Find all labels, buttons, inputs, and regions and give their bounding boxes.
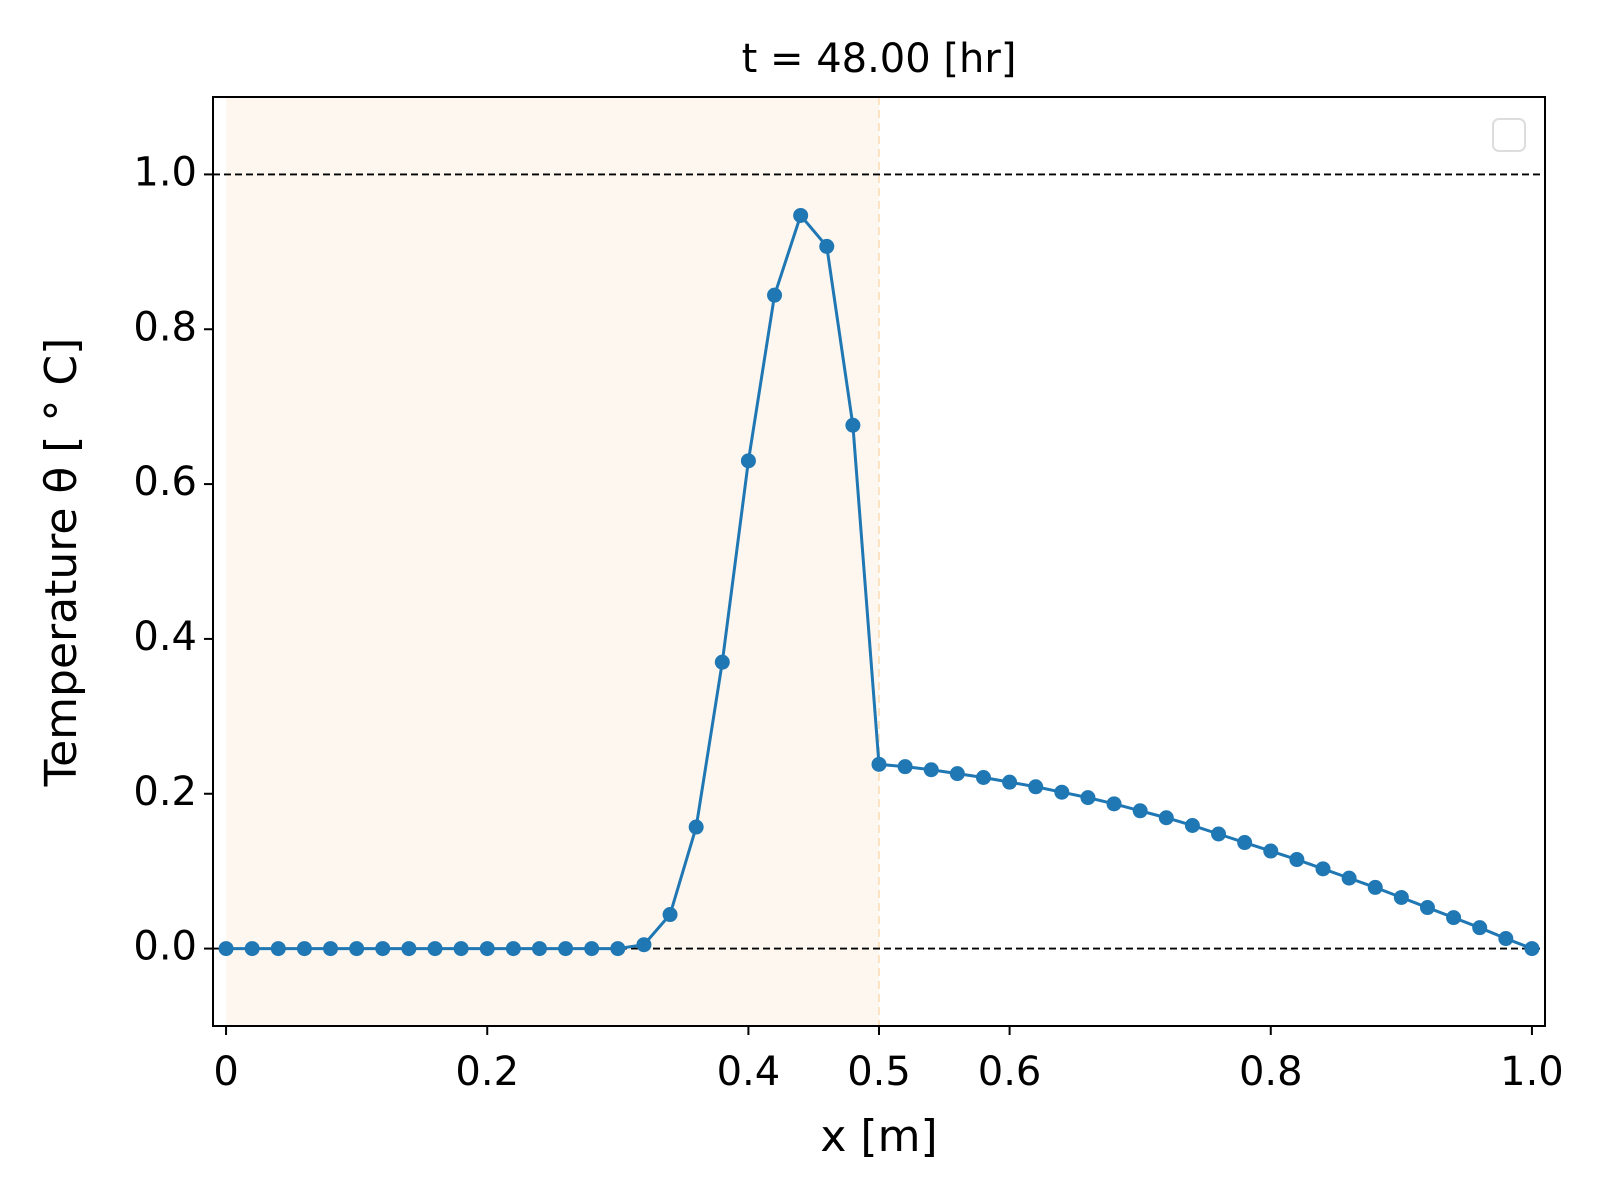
- data-point: [923, 762, 939, 778]
- data-point: [1498, 931, 1514, 947]
- data-point: [1393, 889, 1409, 905]
- data-point: [349, 941, 365, 957]
- data-point: [479, 941, 495, 957]
- data-point: [688, 819, 704, 835]
- chart-title: t = 48.00 [hr]: [742, 36, 1017, 82]
- data-point: [1524, 941, 1540, 957]
- data-point: [1211, 826, 1227, 842]
- y-tick-label: 0.6: [133, 459, 197, 505]
- data-point: [244, 941, 260, 957]
- data-point: [1263, 843, 1279, 859]
- data-point: [323, 941, 339, 957]
- data-point: [1054, 784, 1070, 800]
- data-point: [949, 766, 965, 782]
- data-point: [1472, 920, 1488, 936]
- shaded-region: [226, 97, 879, 1026]
- data-point: [1132, 803, 1148, 819]
- data-point: [845, 417, 861, 433]
- y-tick-label: 0.4: [133, 614, 197, 660]
- y-tick-label: 0.2: [133, 769, 197, 815]
- x-tick-label: 1.0: [1500, 1049, 1564, 1095]
- data-point: [662, 907, 678, 923]
- y-tick-label: 1.0: [133, 149, 197, 195]
- legend-box: [1492, 118, 1526, 152]
- data-point: [1419, 900, 1435, 916]
- data-point: [1315, 861, 1331, 877]
- data-point: [453, 941, 469, 957]
- x-tick-label: 0: [213, 1049, 238, 1095]
- data-point: [401, 941, 417, 957]
- data-point: [740, 453, 756, 469]
- data-point: [1446, 910, 1462, 926]
- data-point: [375, 941, 391, 957]
- data-point: [505, 941, 521, 957]
- data-point: [1367, 879, 1383, 895]
- data-point: [1028, 779, 1044, 795]
- plot-frame: [212, 96, 1546, 1027]
- data-point: [584, 941, 600, 957]
- data-point: [531, 941, 547, 957]
- data-point: [558, 941, 574, 957]
- data-point: [610, 941, 626, 957]
- x-tick-label: 0.6: [978, 1049, 1042, 1095]
- data-point: [1237, 835, 1253, 851]
- data-point: [1158, 810, 1174, 826]
- data-point: [218, 941, 234, 957]
- x-tick-label: 0.4: [717, 1049, 781, 1095]
- data-point: [1080, 790, 1096, 806]
- y-tick-label: 0.0: [133, 924, 197, 970]
- data-point: [897, 759, 913, 775]
- data-point: [1106, 796, 1122, 812]
- data-point: [819, 238, 835, 254]
- data-point: [270, 941, 286, 957]
- x-axis-label: x [m]: [820, 1111, 937, 1162]
- data-point: [427, 941, 443, 957]
- data-point: [767, 287, 783, 303]
- data-point: [636, 937, 652, 953]
- data-point: [871, 756, 887, 772]
- data-point: [1289, 852, 1305, 868]
- data-point: [1184, 817, 1200, 833]
- x-tick-label: 0.8: [1239, 1049, 1303, 1095]
- data-point: [296, 941, 312, 957]
- data-point: [714, 654, 730, 670]
- data-point: [975, 769, 991, 785]
- y-tick-label: 0.8: [133, 304, 197, 350]
- y-axis-label: Temperature θ [ ° C]: [36, 338, 87, 788]
- data-point: [1002, 774, 1018, 790]
- data-point: [1341, 870, 1357, 886]
- x-tick-label: 0.5: [847, 1049, 911, 1095]
- x-tick-label: 0.2: [455, 1049, 519, 1095]
- data-point: [793, 207, 809, 223]
